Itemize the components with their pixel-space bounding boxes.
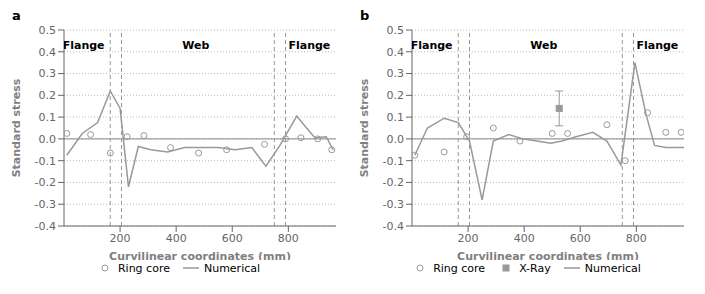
html-text:X-Ray: X-Ray — [519, 261, 551, 275]
svg-text:-0.3: -0.3 — [383, 198, 404, 211]
svg-text:Flange: Flange — [288, 39, 330, 52]
svg-text:0.5: 0.5 — [387, 24, 405, 37]
svg-text:0.3: 0.3 — [387, 67, 405, 80]
svg-text:-0.4: -0.4 — [383, 220, 404, 233]
svg-text:600: 600 — [222, 232, 243, 245]
svg-text:-0.2: -0.2 — [35, 176, 56, 189]
svg-text:Web: Web — [530, 39, 557, 52]
svg-text:Flange: Flange — [412, 39, 453, 52]
svg-text:Standard stress: Standard stress — [10, 78, 23, 177]
svg-text:0.5: 0.5 — [39, 24, 57, 37]
svg-text:-0.3: -0.3 — [35, 198, 56, 211]
svg-text:-0.1: -0.1 — [35, 155, 56, 168]
svg-text:0.1: 0.1 — [39, 111, 57, 124]
svg-text:0.1: 0.1 — [387, 111, 405, 124]
svg-text:0.2: 0.2 — [387, 89, 405, 102]
svg-text:-0.1: -0.1 — [383, 155, 404, 168]
svg-text:-0.2: -0.2 — [383, 176, 404, 189]
svg-text:Web: Web — [182, 39, 209, 52]
svg-text:200: 200 — [110, 232, 131, 245]
html-text:Numerical: Numerical — [584, 261, 641, 275]
svg-text:0.0: 0.0 — [39, 133, 57, 146]
svg-text:400: 400 — [166, 232, 187, 245]
svg-text:600: 600 — [570, 232, 591, 245]
svg-text:0.3: 0.3 — [39, 67, 57, 80]
html-text:a: a — [12, 8, 21, 23]
svg-text:-0.4: -0.4 — [35, 220, 56, 233]
svg-text:800: 800 — [626, 232, 647, 245]
html-text:b: b — [360, 8, 370, 23]
svg-text:0.2: 0.2 — [39, 89, 57, 102]
svg-text:800: 800 — [278, 232, 299, 245]
svg-text:0.4: 0.4 — [387, 46, 405, 59]
html-text:Ring core: Ring core — [433, 261, 486, 275]
html-text:Ring core: Ring core — [118, 261, 170, 275]
svg-text:400: 400 — [514, 232, 535, 245]
svg-text:Flange: Flange — [636, 39, 678, 52]
svg-text:0.4: 0.4 — [39, 46, 57, 59]
html-text:Numerical: Numerical — [203, 261, 260, 275]
svg-text:0.0: 0.0 — [387, 133, 405, 146]
svg-text:Curvilinear coordinates (mm): Curvilinear coordinates (mm) — [457, 250, 639, 260]
svg-text:200: 200 — [458, 232, 479, 245]
svg-text:Standard stress: Standard stress — [358, 78, 371, 177]
svg-text:Flange: Flange — [64, 39, 105, 52]
svg-text:Curvilinear coordinates (mm): Curvilinear coordinates (mm) — [109, 250, 291, 260]
